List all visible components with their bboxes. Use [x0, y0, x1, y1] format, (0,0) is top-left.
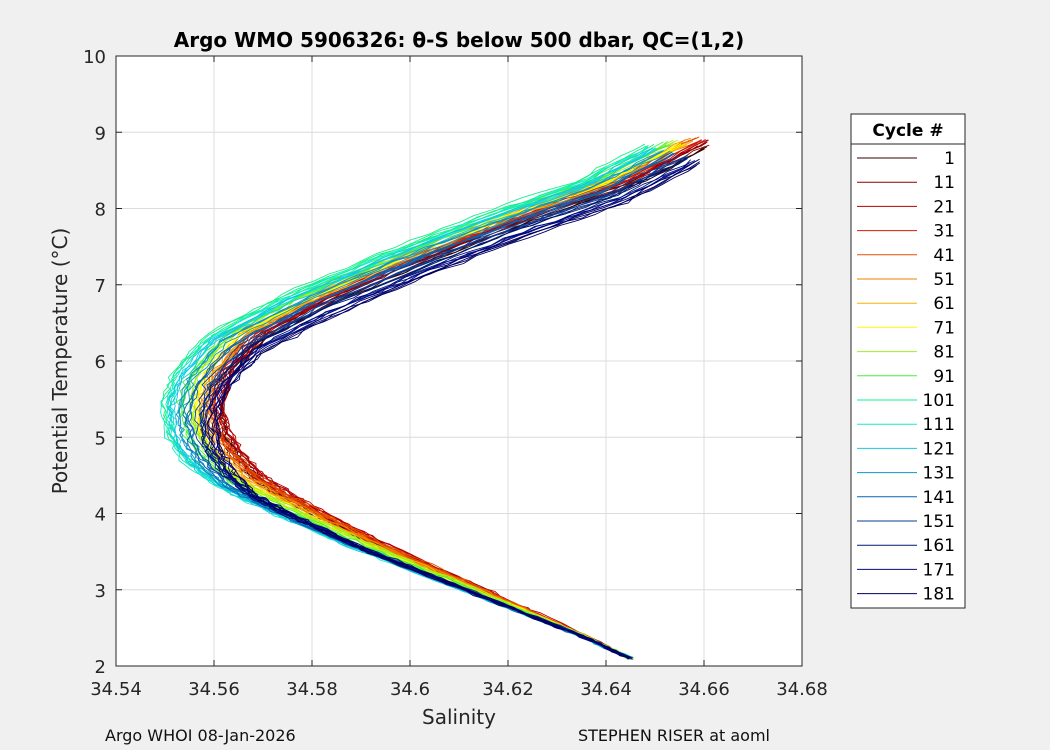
y-tick-label: 2 — [95, 657, 106, 678]
profile-line-cycle-1 — [219, 146, 708, 659]
x-axis-label: Salinity — [422, 705, 496, 729]
legend-label: 101 — [923, 391, 955, 411]
y-axis-label: Potential Temperature (°C) — [48, 228, 72, 495]
legend-box — [850, 113, 966, 609]
profile-line-cycle-161 — [200, 158, 688, 659]
legend: Cycle # 11121314151617181911011111211311… — [850, 113, 966, 609]
legend-entries: 1112131415161718191101111121131141151161… — [857, 149, 955, 605]
profile-line-cycle-121 — [167, 149, 650, 660]
legend-label: 31 — [933, 222, 955, 242]
legend-label: 161 — [923, 536, 955, 556]
x-tick-label: 34.6 — [390, 679, 430, 700]
x-tick-label: 34.58 — [286, 679, 338, 700]
x-tick-label: 34.56 — [188, 679, 240, 700]
series-group — [160, 136, 710, 660]
legend-label: 11 — [933, 173, 955, 193]
y-tick-label: 10 — [83, 47, 106, 68]
legend-label: 41 — [933, 246, 955, 266]
legend-label: 111 — [923, 415, 955, 435]
footer-left: Argo WHOI 08-Jan-2026 — [105, 726, 296, 745]
legend-label: 181 — [923, 585, 955, 605]
footer-right: STEPHEN RISER at aoml — [578, 726, 770, 745]
x-ticks: 34.54 34.56 34.58 34.6 34.62 34.64 34.66 34.68 — [90, 56, 828, 700]
y-tick-label: 6 — [95, 352, 106, 373]
y-tick-label: 4 — [95, 505, 106, 526]
legend-label: 91 — [933, 367, 955, 387]
profile-line-cycle-181 — [211, 165, 697, 658]
legend-label: 121 — [923, 439, 955, 459]
legend-title: Cycle # — [872, 121, 943, 141]
x-tick-label: 34.66 — [678, 679, 730, 700]
chart-title: Argo WMO 5906326: θ-S below 500 dbar, QC… — [174, 28, 744, 52]
legend-label: 1 — [944, 149, 955, 169]
y-ticks: 2 3 4 5 6 7 8 9 10 — [83, 47, 802, 678]
x-tick-label: 34.62 — [482, 679, 534, 700]
x-tick-label: 34.64 — [580, 679, 632, 700]
legend-label: 131 — [923, 464, 955, 484]
legend-label: 21 — [933, 197, 955, 217]
legend-label: 51 — [933, 270, 955, 290]
legend-label: 71 — [933, 318, 955, 338]
legend-label: 141 — [923, 488, 955, 508]
y-tick-label: 8 — [95, 200, 106, 221]
y-tick-label: 7 — [95, 276, 106, 297]
profile-line-cycle-181 — [207, 161, 695, 659]
legend-label: 151 — [923, 512, 955, 532]
profile-line-cycle-181 — [215, 162, 700, 659]
x-tick-label: 34.68 — [776, 679, 828, 700]
profile-line-cycle-171 — [206, 159, 692, 658]
x-tick-label: 34.54 — [90, 679, 142, 700]
y-tick-label: 5 — [95, 428, 106, 449]
legend-label: 81 — [933, 343, 955, 363]
legend-label: 61 — [933, 294, 955, 314]
y-tick-label: 3 — [95, 581, 106, 602]
y-tick-label: 9 — [95, 123, 106, 144]
legend-label: 171 — [923, 560, 955, 580]
